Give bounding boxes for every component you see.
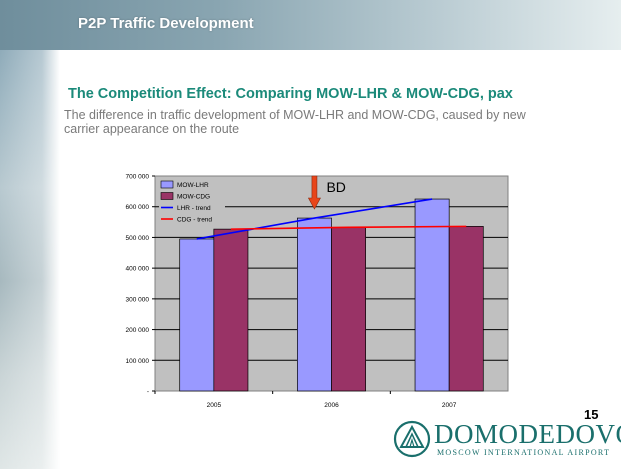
- main-heading: The Competition Effect: Comparing MOW-LH…: [68, 86, 513, 102]
- x-tick-label: 2007: [442, 402, 457, 409]
- y-tick-label: 400 000: [126, 266, 150, 273]
- sky-background: [0, 0, 60, 469]
- logo-subtitle: MOSCOW INTERNATIONAL AIRPORT: [437, 448, 611, 457]
- annotation-arrow: [307, 175, 321, 210]
- subtitle-text: The difference in traffic development of…: [64, 108, 526, 136]
- bar-mow-cdg-2007: [448, 226, 484, 392]
- legend-label: CDG - trend: [177, 217, 212, 224]
- legend-swatch: [160, 180, 174, 189]
- bar-chart: - 100 000 200 000 300 000 400 000 500 000 600 …: [126, 174, 509, 409]
- chart-frame: - 100 000 200 000 300 000 400 000 500 000 600 …: [110, 162, 512, 416]
- legend-label: MOW-CDG: [177, 194, 210, 201]
- page-number: 15: [584, 407, 599, 422]
- x-tick-label: 2005: [207, 402, 222, 409]
- y-tick-label: -: [147, 389, 149, 396]
- logo-emblem-icon: [393, 420, 431, 458]
- y-tick-label: 200 000: [126, 327, 150, 334]
- bar-mow-cdg-2005: [213, 228, 249, 392]
- legend-swatch: [160, 192, 174, 200]
- y-tick-label: 300 000: [126, 296, 150, 303]
- y-tick-label: 600 000: [126, 204, 150, 211]
- logo-name: DOMODEDOVO: [434, 419, 621, 449]
- legend-label: LHR - trend: [177, 205, 211, 212]
- trend-line-cdg-trend: [230, 225, 467, 230]
- bar-mow-lhr-2006: [297, 217, 332, 392]
- bar-mow-cdg-2006: [331, 226, 366, 392]
- y-tick-label: 100 000: [126, 358, 150, 365]
- y-tick-label: 500 000: [126, 235, 150, 242]
- y-tick-label: 700 000: [126, 174, 150, 181]
- legend-label: MOW-LHR: [177, 182, 209, 189]
- trend-line-lhr-trend: [196, 198, 433, 240]
- bar-mow-lhr-2005: [179, 238, 215, 392]
- header-bar: P2P Traffic Development: [0, 0, 621, 50]
- header-title: P2P Traffic Development: [78, 15, 254, 32]
- annotation-label: BD: [326, 179, 345, 195]
- airport-logo: DOMODEDOVO MOSCOW INTERNATIONAL AIRPORT: [392, 417, 621, 465]
- bar-mow-lhr-2007: [414, 198, 450, 392]
- x-tick-label: 2006: [324, 402, 339, 409]
